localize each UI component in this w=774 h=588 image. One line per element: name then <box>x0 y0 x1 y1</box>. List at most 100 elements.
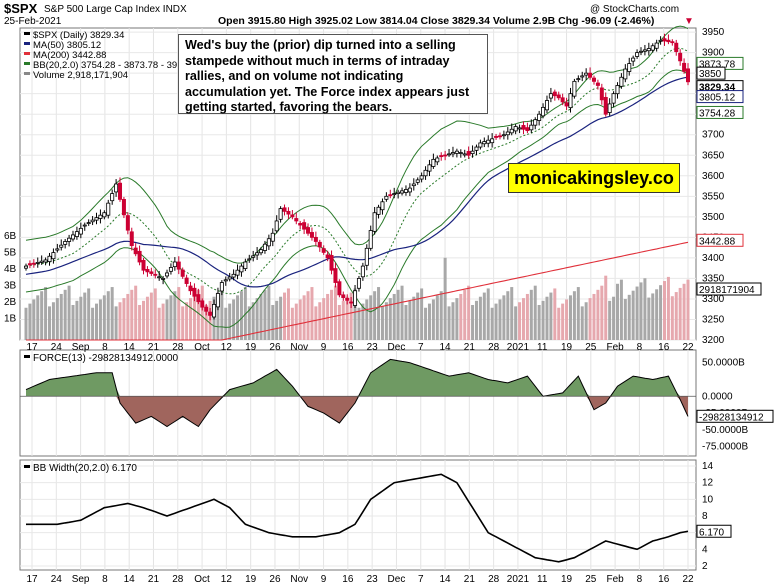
candle-body <box>403 189 408 193</box>
volume-bar <box>224 307 228 340</box>
volume-bar <box>572 291 576 340</box>
volume-bar <box>63 289 67 340</box>
candle-body <box>544 100 549 111</box>
volume-bar <box>75 300 79 340</box>
candle-body <box>423 169 428 177</box>
candle-body <box>482 141 487 145</box>
candle-body <box>415 179 420 183</box>
volume-bar <box>612 296 616 340</box>
candle-body <box>98 214 103 219</box>
volume-bar <box>686 279 690 340</box>
annotation-box: Wed's buy the (prior) dip turned into a … <box>178 34 488 114</box>
x-tick-label-bottom: Nov <box>290 574 308 585</box>
x-tick-label: Nov <box>290 342 308 353</box>
volume-bar <box>412 296 416 340</box>
x-tick-label: 14 <box>439 342 451 353</box>
candle-body <box>619 76 624 87</box>
legend-bb-swatch <box>24 62 30 65</box>
candle-body <box>682 62 687 72</box>
candle-body <box>599 87 604 101</box>
candle-body <box>329 255 334 271</box>
price-tick-label: 3550 <box>702 191 725 202</box>
price-tag: 3442.88 <box>699 236 736 247</box>
legend-bb: BB(20,2.0) 3754.28 - 3873.78 - 39 <box>33 60 177 71</box>
candle-body <box>63 241 68 245</box>
volume-bar <box>286 288 290 340</box>
volume-bar <box>51 302 55 340</box>
volume-bar <box>537 304 541 340</box>
volume-bar <box>584 302 588 340</box>
candle-body <box>200 300 205 308</box>
x-tick-label: 17 <box>26 342 38 353</box>
volume-bar <box>486 288 490 340</box>
volume-bar <box>643 278 647 340</box>
candle-body <box>533 119 538 126</box>
volume-bar <box>79 296 83 340</box>
price-tick-label: 3950 <box>702 27 725 38</box>
volume-bar <box>400 285 404 340</box>
candle-body <box>572 80 577 97</box>
candle-body <box>118 182 123 200</box>
volume-bar <box>627 294 631 340</box>
x-tick-label: 21 <box>148 342 160 353</box>
volume-bar <box>596 289 600 340</box>
volume-bar <box>267 285 271 340</box>
candle-body <box>419 175 424 180</box>
volume-bar <box>200 285 204 340</box>
candle-body <box>372 212 377 232</box>
candle-body <box>204 306 209 312</box>
price-tag: 2918171904 <box>699 285 755 296</box>
candle-body <box>380 201 385 211</box>
candle-body <box>192 287 197 297</box>
volume-bar <box>28 303 32 340</box>
candle-body <box>505 131 510 136</box>
watermark: @ StockCharts.com <box>590 4 679 15</box>
candle-body <box>407 187 412 193</box>
x-tick-label-bottom: 24 <box>51 574 63 585</box>
volume-bar <box>674 292 678 340</box>
candle-body <box>129 231 134 246</box>
candle-body <box>141 259 146 271</box>
legend-main: $SPX (Daily) 3829.34 <box>33 30 124 41</box>
candle-body <box>439 155 444 158</box>
volume-bar <box>639 282 643 340</box>
volume-bar <box>126 293 130 340</box>
volume-bar <box>471 304 475 340</box>
volume-bar <box>635 286 639 340</box>
legend-main-swatch <box>24 32 30 35</box>
volume-bar <box>220 288 224 340</box>
candle-body <box>591 77 596 82</box>
candle-body <box>82 224 87 227</box>
candle-body <box>650 45 655 51</box>
x-tick-label-bottom: 17 <box>26 574 38 585</box>
volume-bar <box>102 295 106 340</box>
candle-body <box>239 265 244 273</box>
volume-bar <box>439 291 443 340</box>
volume-bar <box>294 303 298 340</box>
candle-body <box>208 311 213 316</box>
candle-body <box>384 195 389 200</box>
volume-bar <box>580 306 584 340</box>
candle-body <box>188 285 193 292</box>
x-tick-label-bottom: 16 <box>658 574 670 585</box>
x-tick-label-bottom: 21 <box>148 574 160 585</box>
candle-body <box>137 250 142 263</box>
volume-bar <box>306 291 310 340</box>
x-tick-label: 21 <box>464 342 476 353</box>
volume-bar <box>24 307 28 340</box>
volume-bar <box>557 307 561 340</box>
x-tick-label-bottom: 26 <box>269 574 281 585</box>
volume-bar <box>228 303 232 340</box>
volume-bar <box>459 293 463 340</box>
candle-body <box>356 278 361 289</box>
volume-bar <box>388 298 392 340</box>
candle-body <box>560 97 565 103</box>
volume-bar <box>87 288 91 340</box>
candle-body <box>270 232 275 242</box>
candle-body <box>454 150 459 154</box>
x-tick-label: Oct <box>194 342 210 353</box>
candle-body <box>78 227 83 235</box>
volume-bar <box>431 299 435 340</box>
bbw-panel-frame <box>19 459 697 571</box>
